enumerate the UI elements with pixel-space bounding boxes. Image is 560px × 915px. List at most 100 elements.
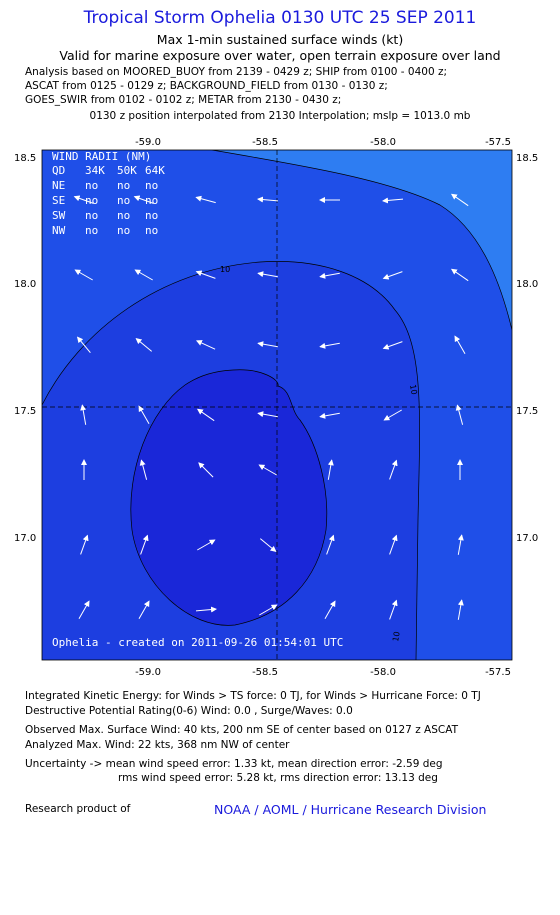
wind-radii-cell: no — [85, 194, 98, 207]
wind-vector-arrow — [382, 197, 404, 204]
wind-vector-arrow — [73, 195, 94, 204]
wind-vector-arrow — [133, 195, 154, 204]
wind-vector-arrow — [319, 342, 340, 349]
wind-vector-arrow — [389, 534, 398, 555]
wind-vector-arrow — [258, 464, 277, 476]
map-subtitle: Max 1-min sustained surface winds (kt) — [156, 32, 404, 47]
wind-radii-cell: no — [145, 179, 158, 192]
wind-radii-cell: no — [85, 209, 98, 222]
wind-vector-arrow — [455, 404, 464, 425]
wind-vector-arrow — [389, 459, 398, 480]
wind-vector-arrow — [450, 193, 469, 207]
wind-radii-title: WIND RADII (NM) — [52, 150, 151, 163]
wind-vector-arrow — [450, 268, 469, 282]
wind-vector-arrow — [327, 459, 334, 480]
wind-vector-arrow — [257, 271, 278, 278]
analysis-line: GOES_SWIR from 0102 - 0102 z; METAR from… — [25, 94, 342, 106]
wind-vector-arrow — [195, 195, 216, 204]
wind-vector-arrow — [382, 271, 403, 280]
lat-tick-label: 18.5 — [516, 153, 538, 164]
wind-vector-arrow — [198, 462, 214, 478]
lon-tick-label: -59.0 — [135, 667, 161, 678]
wind-vector-arrow — [257, 341, 278, 348]
lon-tick-label: -59.0 — [135, 137, 161, 148]
analyzed-max-line: Analyzed Max. Wind: 22 kts, 368 nm NW of… — [25, 739, 290, 751]
wind-vector-arrow — [134, 269, 153, 281]
wind-vector-arrow — [319, 272, 340, 279]
lat-tick-label: 18.5 — [14, 153, 36, 164]
wind-vector-arrow — [457, 534, 464, 555]
wind-radii-cell: no — [117, 224, 130, 237]
lon-tick-label: -57.5 — [485, 667, 511, 678]
wind-radii-cell: no — [85, 179, 98, 192]
analysis-line: ASCAT from 0125 - 0129 z; BACKGROUND_FIE… — [25, 80, 388, 92]
contour-label: 10 — [220, 265, 230, 274]
contour-line — [42, 261, 420, 660]
validity-note: Valid for marine exposure over water, op… — [59, 48, 501, 63]
lat-tick-label: 17.5 — [14, 406, 36, 417]
lon-tick-label: -58.5 — [252, 667, 278, 678]
wind-vector-arrow — [138, 600, 150, 619]
wind-vector-field — [73, 193, 469, 620]
interpolation-note: 0130 z position interpolated from 2130 I… — [89, 110, 471, 122]
contour-line — [211, 150, 512, 331]
wind-radii-cell: SE — [52, 194, 65, 207]
lat-tick-label: 17.0 — [14, 533, 36, 544]
org-link[interactable]: NOAA / AOML / Hurricane Research Divisio… — [214, 802, 487, 817]
wind-vector-arrow — [74, 269, 93, 281]
lon-tick-label: -58.0 — [370, 137, 396, 148]
wind-vector-arrow — [326, 534, 335, 555]
wind-radii-cell: NW — [52, 224, 66, 237]
wind-vector-arrow — [257, 196, 279, 203]
map-frame — [41, 149, 513, 661]
wind-vector-arrow — [382, 341, 403, 350]
wind-vector-arrow — [457, 599, 464, 620]
inner-wind-region — [130, 369, 327, 626]
wind-vector-arrow — [383, 409, 402, 421]
contour-label: 10 — [391, 631, 402, 643]
wind-vector-arrow — [196, 408, 215, 422]
dpr-line: Destructive Potential Rating(0-6) Wind: … — [25, 705, 353, 717]
ike-line: Integrated Kinetic Energy: for Winds > T… — [25, 690, 481, 702]
uncertainty-line: rms wind speed error: 5.28 kt, rms direc… — [118, 772, 438, 784]
contour-line — [130, 369, 328, 626]
wind-vector-arrow — [195, 340, 216, 350]
wind-vector-arrow — [76, 336, 91, 354]
wind-radii-cell: no — [85, 224, 98, 237]
wind-vector-arrow — [138, 405, 150, 424]
wind-radii-cell: no — [117, 194, 130, 207]
created-stamp: Ophelia - created on 2011-09-26 01:54:01… — [52, 636, 343, 649]
analysis-line: Analysis based on MOORED_BUOY from 2139 … — [25, 66, 448, 78]
wind-vector-arrow — [139, 459, 148, 480]
light-wind-corner — [212, 150, 512, 330]
wind-radii-header: 50K — [117, 164, 137, 177]
wind-radii-cell: SW — [52, 209, 66, 222]
wind-vector-arrow — [135, 337, 153, 352]
wind-radii-cell: NE — [52, 179, 65, 192]
lat-tick-label: 18.0 — [14, 279, 36, 290]
wind-vector-arrow — [80, 534, 89, 555]
wind-radii-header: QD — [52, 164, 65, 177]
wind-vector-arrow — [195, 606, 217, 613]
wind-vector-arrow — [78, 600, 90, 619]
contour-label: 10 — [408, 384, 419, 396]
wind-vector-arrow — [389, 599, 398, 620]
wind-vector-arrow — [259, 538, 277, 553]
wind-radii-cell: no — [145, 224, 158, 237]
wind-radii-cell: no — [145, 194, 158, 207]
map-title: Tropical Storm Ophelia 0130 UTC 25 SEP 2… — [83, 8, 477, 28]
lat-tick-label: 17.5 — [516, 406, 538, 417]
wind-radii-header: 64K — [145, 164, 165, 177]
wind-vector-arrow — [257, 411, 278, 418]
wind-vector-arrow — [195, 270, 216, 279]
wind-vector-arrow — [319, 412, 340, 419]
wind-radii-cell: no — [117, 209, 130, 222]
observed-max-line: Observed Max. Surface Wind: 40 kts, 200 … — [25, 724, 459, 736]
wind-vector-arrow — [259, 604, 278, 616]
lat-tick-label: 17.0 — [516, 533, 538, 544]
wind-radii-cell: no — [145, 209, 158, 222]
wind-vector-arrow — [197, 539, 216, 551]
lon-tick-label: -58.5 — [252, 137, 278, 148]
wind-radii-header: 34K — [85, 164, 105, 177]
